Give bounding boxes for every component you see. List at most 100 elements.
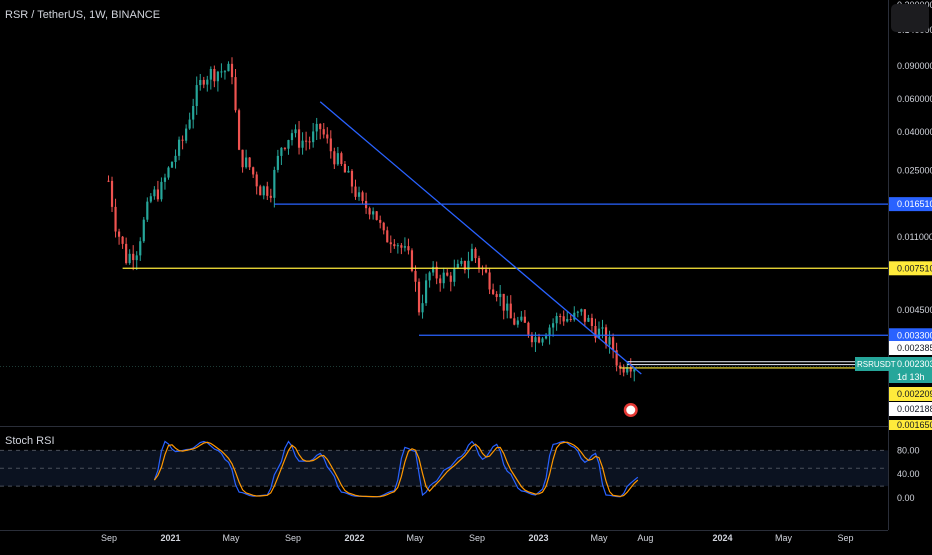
price-tag-label: 0.002188 <box>897 404 932 414</box>
candle-body <box>492 289 495 295</box>
symbol-tag-label: RSRUSDT <box>857 360 896 369</box>
candle-body <box>544 336 548 339</box>
candle-body <box>255 174 258 187</box>
candle-body <box>269 195 272 198</box>
time-axis-tick-label: Aug <box>637 533 653 543</box>
price-axis-tick-label: 0.011000 <box>897 232 932 242</box>
candle-body <box>583 309 586 322</box>
candle-body <box>428 272 431 281</box>
candle-body <box>566 318 569 322</box>
candle-body <box>156 189 159 200</box>
candle-body <box>534 337 537 343</box>
candle-body <box>456 263 459 269</box>
candle-body <box>439 278 442 284</box>
candle-body <box>527 322 530 335</box>
candle-body <box>273 169 276 198</box>
candle-body <box>262 186 265 196</box>
candle-body <box>446 272 449 276</box>
candle-body <box>569 318 572 320</box>
candle-body <box>357 192 361 197</box>
candle-body <box>474 248 477 259</box>
candle-body <box>192 106 195 120</box>
candle-body <box>160 181 163 200</box>
candle-body <box>107 180 110 182</box>
candle-body <box>174 155 177 162</box>
candle-body <box>562 316 565 322</box>
candle-body <box>410 250 414 271</box>
candle-body <box>312 131 315 143</box>
candle-body <box>548 327 551 337</box>
candle-body <box>195 85 198 107</box>
candle-body <box>619 365 622 369</box>
trend-line <box>319 101 642 375</box>
candle-body <box>252 167 255 175</box>
candle-body <box>421 303 424 313</box>
price-tag-partial-label: 0.001650 <box>897 420 932 430</box>
candle-body <box>220 71 223 73</box>
candle-body <box>305 140 308 142</box>
candle-body <box>132 253 135 261</box>
candle-body <box>417 281 421 313</box>
candle-body <box>573 312 576 320</box>
stoch-rsi-title: Stoch RSI <box>5 435 55 447</box>
menu-button[interactable] <box>891 4 929 32</box>
candle-body <box>608 337 611 345</box>
candle-body <box>470 248 474 261</box>
stoch-d-line <box>153 441 639 498</box>
price-axis-tick-label: 0.025000 <box>897 165 932 175</box>
candle-body <box>322 129 325 135</box>
candle-body <box>350 170 354 187</box>
candle-body <box>188 119 191 129</box>
candle-body <box>580 309 583 312</box>
price-tag-yellow <box>889 261 932 276</box>
price-tag-label: 0.002385 <box>897 343 932 353</box>
candle-body <box>382 222 385 231</box>
candle-body <box>213 68 216 82</box>
stoch-k-line <box>153 440 639 498</box>
candle-body <box>245 157 248 168</box>
stoch-axis-tick-label: 0.00 <box>897 493 915 503</box>
candle-body <box>467 260 470 270</box>
candle-body <box>626 367 629 373</box>
candle-body <box>199 80 202 86</box>
candle-body <box>509 303 512 319</box>
candle-body <box>276 155 279 170</box>
time-axis-tick-label: May <box>406 533 424 543</box>
candle-body <box>432 266 435 273</box>
candle-body <box>520 316 523 321</box>
candle-body <box>336 153 339 165</box>
candle-body <box>368 208 371 215</box>
candle-body <box>216 71 219 82</box>
stoch-axis-tick-label: 80.00 <box>897 445 920 455</box>
time-axis-tick-label: 2021 <box>160 533 180 543</box>
candle-body <box>297 129 301 148</box>
candle-body <box>484 269 488 273</box>
candle-body <box>633 369 636 372</box>
candle-body <box>372 211 375 215</box>
candle-body <box>629 367 632 372</box>
candle-body <box>389 242 392 245</box>
candle-body <box>185 128 188 141</box>
candle-body <box>237 110 241 150</box>
price-tag-partial <box>889 420 932 430</box>
time-axis-tick-label: Sep <box>837 533 853 543</box>
candle-body <box>202 80 205 85</box>
time-axis-tick-label: May <box>775 533 793 543</box>
candle-body <box>587 317 590 322</box>
time-axis-tick-label: 2023 <box>528 533 548 543</box>
candle-body <box>223 71 227 73</box>
candle-body <box>516 320 519 325</box>
candle-body <box>206 79 209 85</box>
candle-body <box>396 245 399 247</box>
candle-body <box>530 334 534 343</box>
candle-body <box>552 323 555 328</box>
candle-body <box>283 147 287 149</box>
candle-body <box>227 63 230 72</box>
candle-body <box>354 186 357 197</box>
candle-body <box>601 327 604 329</box>
candle-body <box>622 368 625 373</box>
candle-body <box>435 266 438 279</box>
candle-body <box>403 246 406 248</box>
